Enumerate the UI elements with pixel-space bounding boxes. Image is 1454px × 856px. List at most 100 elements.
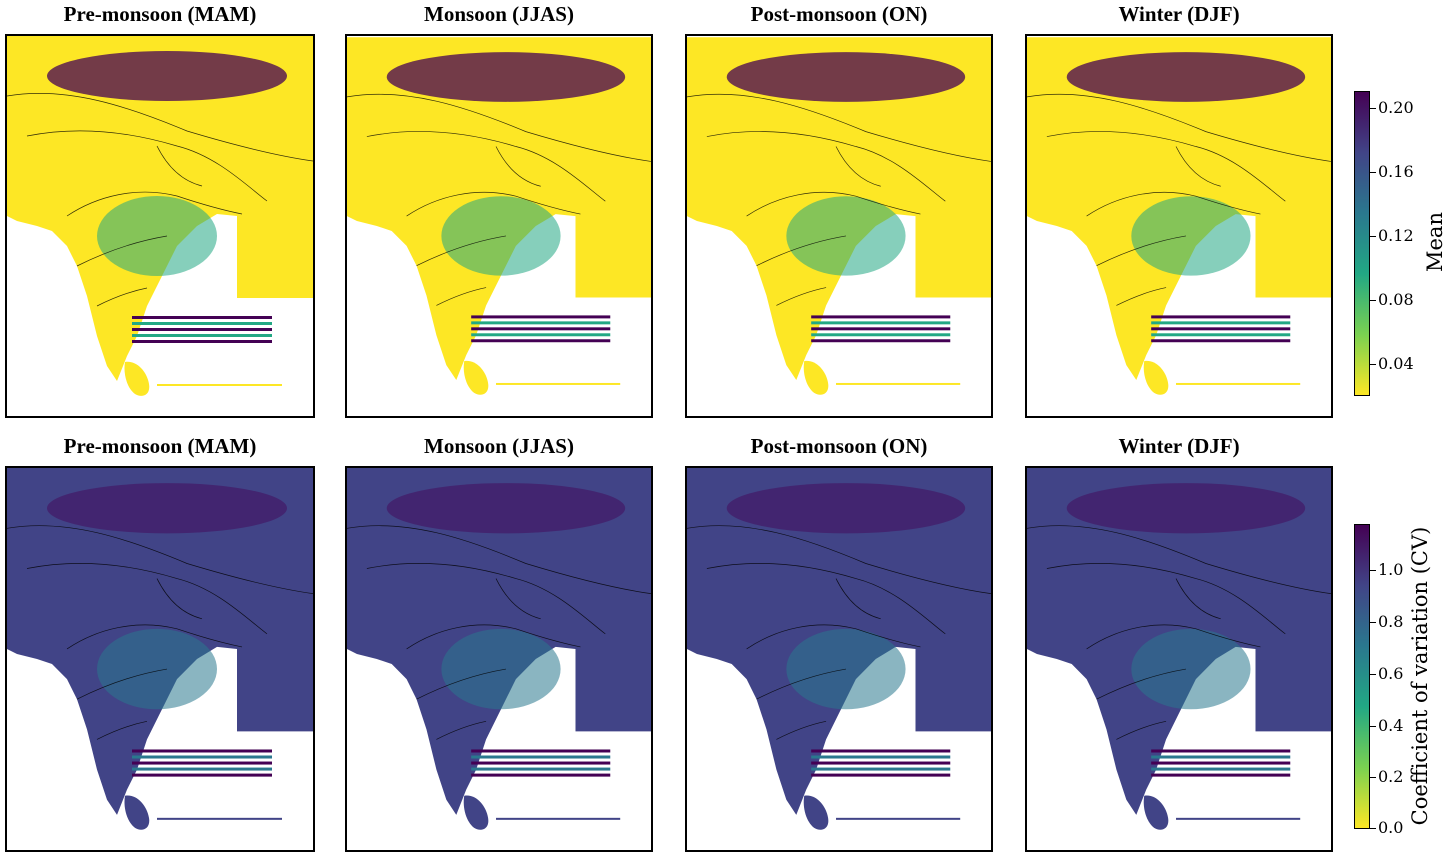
map-layer [1027, 468, 1331, 830]
colorbar-tick [1370, 622, 1376, 623]
island-area [463, 360, 489, 395]
admin-border [776, 287, 827, 306]
stripe-artifact [471, 773, 611, 777]
stripe-artifact [1151, 749, 1291, 753]
stripe-artifact [471, 321, 611, 325]
admin-border [7, 525, 313, 595]
colorbar-tick-label: 1.0 [1378, 560, 1404, 579]
stripe-artifact [132, 767, 272, 771]
admin-border [746, 191, 921, 217]
colorbar-mean [1354, 91, 1370, 396]
colorbar-tick-label: 0.20 [1378, 98, 1414, 117]
admin-border [495, 578, 541, 620]
admin-border [7, 93, 313, 162]
colorbar-tick [1370, 236, 1376, 237]
admin-border [156, 145, 203, 187]
panel-title-cv-postmonsoon: Post-monsoon (ON) [750, 434, 928, 458]
island-area [1143, 795, 1169, 830]
island-area [803, 795, 829, 830]
admin-border [347, 93, 651, 162]
stripe-artifact [132, 773, 272, 777]
admin-border [1027, 525, 1331, 595]
region-shade [386, 52, 626, 102]
admin-border [436, 287, 487, 306]
admin-border [776, 720, 827, 740]
stripe-artifact [132, 316, 272, 319]
map-layer [347, 37, 651, 395]
admin-border [366, 131, 606, 202]
panel-title-mean-monsoon: Monsoon (JJAS) [424, 2, 574, 26]
stripe-artifact [811, 767, 951, 771]
map-panel-mean-winter [1025, 34, 1333, 418]
region-shade [1131, 628, 1251, 710]
panel-title-mean-winter: Winter (DJF) [1118, 2, 1240, 26]
stripe-artifact [471, 339, 611, 343]
colorbar-tick-label: 0.12 [1378, 226, 1414, 245]
admin-border [96, 720, 148, 740]
colorbar-tick [1370, 300, 1376, 301]
stripe-artifact [811, 749, 951, 753]
region-shade [1066, 483, 1306, 534]
colorbar-title-cv: Coefficient of variation (CV) [1408, 526, 1432, 826]
admin-border [1175, 146, 1221, 187]
stripe-artifact [811, 761, 951, 765]
admin-border [1096, 668, 1187, 700]
map-panel-cv-winter [1025, 466, 1333, 852]
admin-border [1046, 131, 1286, 202]
admin-border [156, 578, 203, 620]
admin-border [26, 130, 268, 202]
colorbar-tick [1370, 777, 1376, 778]
stripe-artifact [811, 327, 951, 331]
map-panel-mean-postmonsoon [685, 34, 993, 418]
admin-border [66, 191, 243, 217]
admin-border [1086, 624, 1261, 650]
admin-border [1116, 287, 1167, 306]
admin-border [687, 93, 991, 162]
stripe-artifact [1151, 761, 1291, 765]
admin-border [756, 235, 847, 267]
map-layer [347, 468, 651, 830]
stripe-artifact [132, 328, 272, 331]
map-layer [7, 468, 313, 830]
island-area [124, 795, 150, 830]
map-panel-cv-monsoon [345, 466, 653, 852]
admin-border [1027, 93, 1331, 162]
admin-border [66, 624, 243, 650]
admin-border [1116, 720, 1167, 740]
region-shade [97, 196, 217, 276]
admin-border [1086, 191, 1261, 217]
stripe-artifact [1151, 315, 1291, 319]
stripe-artifact [1176, 382, 1301, 385]
stripe-artifact [1151, 773, 1291, 777]
map-panel-mean-monsoon [345, 34, 653, 418]
region-shade [1131, 196, 1251, 276]
stripe-artifact [132, 749, 272, 753]
admin-border [406, 191, 581, 217]
admin-border [26, 562, 268, 635]
admin-border [76, 668, 168, 700]
stripe-artifact [471, 333, 611, 337]
admin-border [756, 668, 847, 700]
admin-border [495, 146, 541, 187]
stripe-artifact [1151, 327, 1291, 331]
region-shade [441, 196, 561, 276]
region-shade [1066, 52, 1306, 102]
map-panel-mean-premonsoon [5, 34, 315, 418]
stripe-artifact [496, 382, 621, 385]
colorbar-tick [1370, 172, 1376, 173]
stripe-artifact [811, 315, 951, 319]
stripe-artifact [471, 315, 611, 319]
region-shade [441, 628, 561, 710]
map-layer [1027, 37, 1331, 395]
colorbar-tick [1370, 570, 1376, 571]
island-area [1143, 360, 1169, 395]
admin-border [687, 525, 991, 595]
admin-border [706, 562, 946, 635]
admin-border [416, 235, 507, 267]
stripe-artifact [132, 340, 272, 343]
colorbar-tick-label: 0.6 [1378, 664, 1404, 683]
stripe-artifact [471, 761, 611, 765]
admin-border [1096, 235, 1187, 267]
stripe-artifact [811, 339, 951, 343]
stripe-artifact [496, 817, 621, 820]
